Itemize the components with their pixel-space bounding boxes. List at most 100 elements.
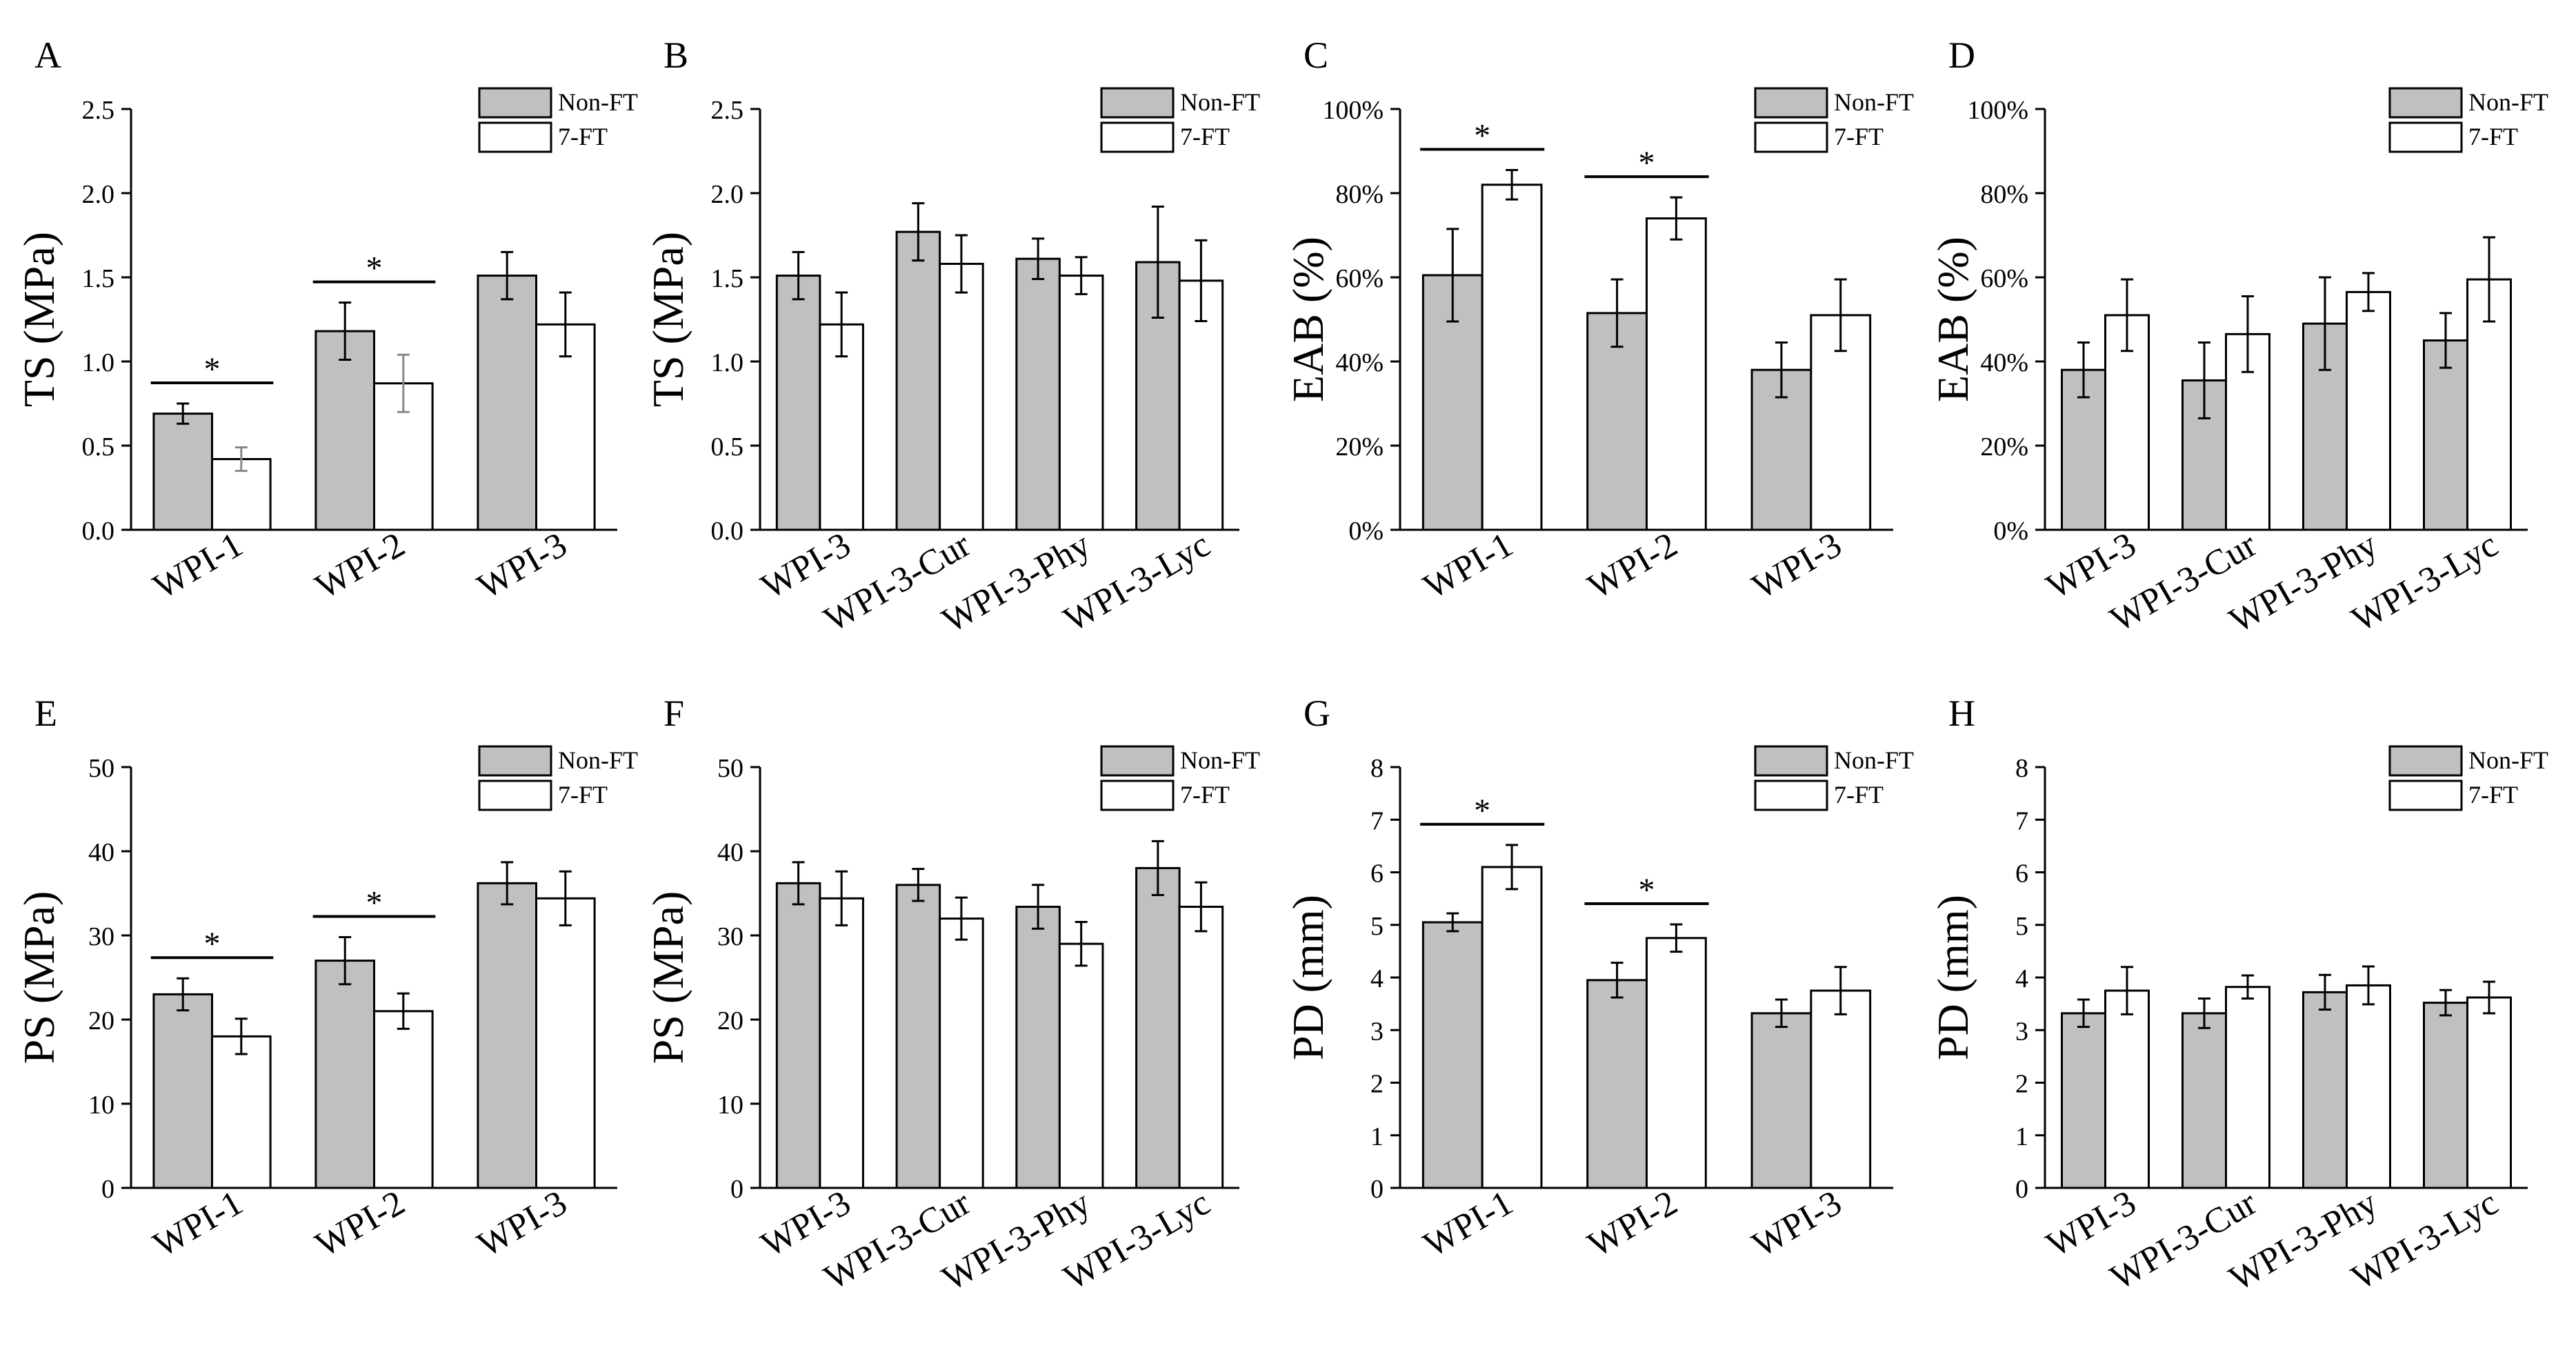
y-tick-label: 0.0 [82, 517, 115, 546]
panel-label: F [663, 693, 684, 734]
significance-star: * [1474, 117, 1490, 154]
y-tick-label: 50 [717, 754, 743, 783]
y-tick-label: 20% [1335, 433, 1384, 461]
y-tick-label: 3 [1370, 1017, 1384, 1046]
legend-swatch [1754, 87, 1828, 119]
bar-non-ft [152, 413, 213, 531]
x-tick-label: WPI-3 [471, 1183, 574, 1265]
y-tick-label: 2 [1370, 1070, 1384, 1099]
y-tick-label: 0 [101, 1175, 114, 1204]
bar-7-ft [2104, 989, 2150, 1189]
bar-7-ft [819, 323, 864, 531]
panel-label: C [1304, 34, 1328, 76]
legend-label: Non-FT [1834, 88, 1914, 116]
legend-swatch [478, 87, 552, 119]
y-tick-label: 7 [2015, 806, 2028, 835]
legend-label: Non-FT [558, 88, 638, 116]
legend-swatch [478, 121, 552, 153]
significance-star: * [1639, 145, 1655, 181]
y-tick-label: 40% [1980, 348, 2028, 377]
y-tick-label: 40 [88, 838, 114, 867]
y-tick-label: 10 [717, 1091, 743, 1120]
legend-swatch [1100, 121, 1175, 153]
bar-non-ft [1750, 1012, 1813, 1189]
legend-label: Non-FT [2468, 746, 2548, 774]
y-tick-label: 6 [1370, 860, 1384, 889]
bar-non-ft [895, 884, 941, 1189]
bar-non-ft [775, 882, 821, 1189]
bar-non-ft [1015, 906, 1061, 1189]
x-tick-label: WPI-1 [147, 1183, 250, 1265]
legend-swatch [1100, 87, 1175, 119]
bar-non-ft [152, 993, 213, 1189]
panel-label: B [663, 34, 688, 76]
y-tick-label: 100% [1322, 96, 1384, 125]
y-tick-label: 80% [1980, 180, 2028, 209]
legend-label: 7-FT [1834, 123, 1884, 150]
y-tick-label: 0 [1370, 1175, 1384, 1204]
bar-7-ft [373, 1010, 434, 1189]
bar-7-ft [1481, 866, 1543, 1189]
significance-star: * [204, 926, 221, 962]
y-tick-label: 60% [1980, 264, 2028, 293]
legend-swatch [478, 780, 552, 811]
bar-7-ft [1178, 906, 1224, 1189]
panel-label: A [34, 34, 61, 76]
legend-swatch [478, 745, 552, 777]
y-tick-label: 6 [2015, 860, 2028, 889]
y-tick-label: 5 [1370, 912, 1384, 941]
y-tick-label: 2.5 [82, 96, 115, 125]
bar-7-ft [939, 917, 984, 1189]
y-tick-label: 3 [2015, 1017, 2028, 1046]
legend-label: 7-FT [558, 781, 608, 808]
panel-d: D0%20%40%60%80%100%EAB (%)WPI-3WPI-3-Cur… [1928, 34, 2548, 641]
bar-non-ft [1135, 866, 1181, 1189]
bar-7-ft [1058, 275, 1104, 531]
y-tick-label: 0.5 [711, 433, 744, 461]
y-axis-label: EAB (%) [1928, 237, 1977, 402]
y-tick-label: 50 [88, 754, 114, 783]
y-axis-label: PS (MPa) [643, 891, 692, 1064]
y-tick-label: 10 [88, 1091, 114, 1120]
y-tick-label: 20 [717, 1006, 743, 1035]
y-tick-label: 80% [1335, 180, 1384, 209]
legend-label: 7-FT [2468, 123, 2518, 150]
y-tick-label: 4 [2015, 964, 2028, 993]
y-tick-label: 20% [1980, 433, 2028, 461]
bar-non-ft [477, 882, 538, 1189]
legend-label: Non-FT [2468, 88, 2548, 116]
legend-swatch [1100, 780, 1175, 811]
legend-swatch [2388, 780, 2463, 811]
legend-swatch [2388, 87, 2463, 119]
y-tick-label: 40 [717, 838, 743, 867]
panel-label: H [1948, 693, 1975, 734]
bar-7-ft [1481, 183, 1543, 531]
x-tick-label: WPI-2 [1581, 1183, 1684, 1265]
y-tick-label: 0.5 [82, 433, 115, 461]
legend-label: Non-FT [1180, 746, 1260, 774]
y-tick-label: 0 [730, 1175, 743, 1204]
panel-e: E 0 10 20 30 40 50 PS (MPa) WPI-1 WPI-2 WPI-3 * * Non… [14, 693, 638, 1265]
x-tick-label: WPI-3 [471, 525, 574, 607]
bar-non-ft [2061, 1012, 2106, 1189]
panel-label: E [34, 693, 57, 734]
x-tick-label: WPI-1 [147, 525, 250, 607]
panel-b: B0.00.51.01.52.02.5TS (MPa)WPI-3WPI-3-Cu… [643, 34, 1260, 641]
panel-label: G [1304, 693, 1330, 734]
x-tick-label: WPI-1 [1417, 1183, 1520, 1265]
x-tick-label: WPI-1 [1417, 525, 1520, 607]
x-tick-label: WPI-2 [309, 1183, 412, 1265]
bar-7-ft [819, 897, 864, 1189]
bar-non-ft [2181, 1012, 2227, 1189]
bar-7-ft [1646, 937, 1707, 1189]
bar-non-ft [1586, 979, 1648, 1189]
y-tick-label: 5 [2015, 912, 2028, 941]
y-axis-label: PS (MPa) [14, 891, 63, 1064]
bar-non-ft [1586, 312, 1648, 531]
legend-label: Non-FT [1834, 746, 1914, 774]
y-tick-label: 1.0 [711, 348, 744, 377]
significance-star: * [204, 351, 221, 388]
y-tick-label: 100% [1967, 96, 2028, 125]
